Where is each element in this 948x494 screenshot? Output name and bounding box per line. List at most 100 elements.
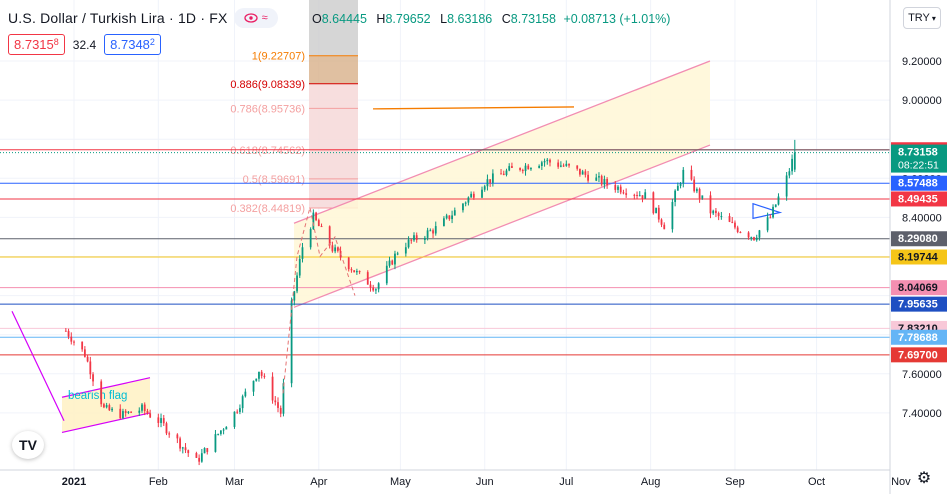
candle[interactable] — [290, 297, 293, 388]
candle[interactable] — [353, 270, 356, 273]
candle[interactable] — [81, 341, 84, 352]
candle[interactable] — [698, 187, 701, 203]
sell-button[interactable]: 8.73158 — [8, 34, 65, 55]
candle[interactable] — [693, 176, 696, 193]
candle[interactable] — [638, 191, 641, 197]
candle[interactable] — [258, 371, 260, 382]
candle[interactable] — [712, 209, 715, 216]
candle[interactable] — [619, 184, 622, 195]
candle[interactable] — [491, 169, 494, 187]
candle[interactable] — [660, 218, 663, 228]
candle[interactable] — [467, 196, 470, 206]
eye-icon[interactable]: ≈ — [233, 8, 278, 28]
candle[interactable] — [451, 210, 453, 224]
candle[interactable] — [157, 413, 160, 428]
candle[interactable] — [396, 251, 399, 256]
candle[interactable] — [690, 165, 693, 181]
candle[interactable] — [636, 191, 638, 200]
candle[interactable] — [385, 261, 388, 286]
candle[interactable] — [734, 220, 736, 230]
candle[interactable] — [565, 160, 568, 167]
candle[interactable] — [130, 411, 133, 414]
candle[interactable] — [298, 255, 301, 278]
candle[interactable] — [179, 436, 181, 452]
candle[interactable] — [372, 284, 375, 292]
candle[interactable] — [255, 378, 258, 382]
candle[interactable] — [788, 168, 791, 179]
candle[interactable] — [731, 217, 734, 224]
candle[interactable] — [663, 222, 666, 230]
candle[interactable] — [671, 198, 674, 233]
candle[interactable] — [715, 207, 717, 218]
candle[interactable] — [358, 270, 361, 275]
candle[interactable] — [448, 215, 451, 221]
candle[interactable] — [622, 189, 625, 195]
candle[interactable] — [309, 227, 312, 250]
candle[interactable] — [568, 163, 570, 168]
candle[interactable] — [350, 267, 353, 273]
candle[interactable] — [271, 372, 274, 404]
candle[interactable] — [317, 218, 320, 227]
candle[interactable] — [70, 332, 73, 345]
candle[interactable] — [219, 430, 222, 436]
candle[interactable] — [772, 204, 774, 219]
candle[interactable] — [83, 346, 86, 358]
tradingview-logo-icon[interactable]: TV — [12, 431, 44, 459]
candle[interactable] — [606, 177, 609, 189]
candle[interactable] — [587, 170, 589, 183]
candle[interactable] — [559, 161, 562, 168]
candle[interactable] — [695, 187, 698, 194]
symbol-title[interactable]: U.S. Dollar / Turkish Lira · 1D · FX — [8, 10, 228, 26]
candle[interactable] — [755, 234, 758, 242]
candle[interactable] — [527, 163, 530, 170]
candle[interactable] — [301, 242, 304, 263]
candle[interactable] — [652, 191, 655, 215]
candle[interactable] — [511, 162, 513, 169]
candle[interactable] — [195, 451, 198, 459]
candle[interactable] — [462, 202, 464, 213]
candle[interactable] — [315, 211, 317, 222]
candle[interactable] — [369, 281, 372, 292]
candle[interactable] — [524, 163, 527, 176]
candle[interactable] — [187, 449, 190, 457]
candle[interactable] — [388, 256, 391, 268]
candle[interactable] — [500, 168, 502, 175]
candle[interactable] — [758, 229, 761, 241]
candle[interactable] — [543, 158, 546, 167]
candle[interactable] — [540, 160, 543, 170]
candles[interactable] — [64, 139, 796, 466]
candle[interactable] — [225, 426, 228, 430]
candle[interactable] — [674, 189, 677, 207]
candle[interactable] — [263, 373, 266, 379]
candle[interactable] — [312, 209, 315, 230]
candle[interactable] — [410, 239, 413, 244]
candle[interactable] — [505, 168, 508, 177]
candle[interactable] — [472, 191, 475, 200]
candle[interactable] — [336, 246, 339, 253]
candle[interactable] — [625, 188, 628, 198]
candle[interactable] — [320, 223, 323, 228]
gear-icon[interactable]: ⚙ — [916, 470, 932, 487]
candle[interactable] — [785, 171, 788, 201]
candle[interactable] — [127, 411, 130, 415]
candle[interactable] — [736, 225, 739, 234]
candle[interactable] — [138, 407, 141, 416]
candle[interactable] — [347, 256, 350, 272]
candle[interactable] — [279, 405, 282, 418]
candle[interactable] — [64, 328, 67, 332]
candle[interactable] — [508, 163, 511, 172]
candle[interactable] — [502, 170, 505, 176]
candle[interactable] — [720, 211, 723, 220]
candle[interactable] — [445, 213, 448, 220]
candle[interactable] — [633, 193, 636, 200]
currency-select[interactable]: TRY ▾ — [903, 7, 941, 29]
candle[interactable] — [546, 158, 549, 165]
candle[interactable] — [241, 394, 244, 413]
target-line[interactable] — [372, 106, 575, 110]
candle[interactable] — [122, 408, 124, 420]
candle[interactable] — [423, 235, 426, 244]
candle[interactable] — [222, 428, 225, 435]
candle[interactable] — [595, 173, 598, 182]
candle[interactable] — [274, 396, 277, 406]
